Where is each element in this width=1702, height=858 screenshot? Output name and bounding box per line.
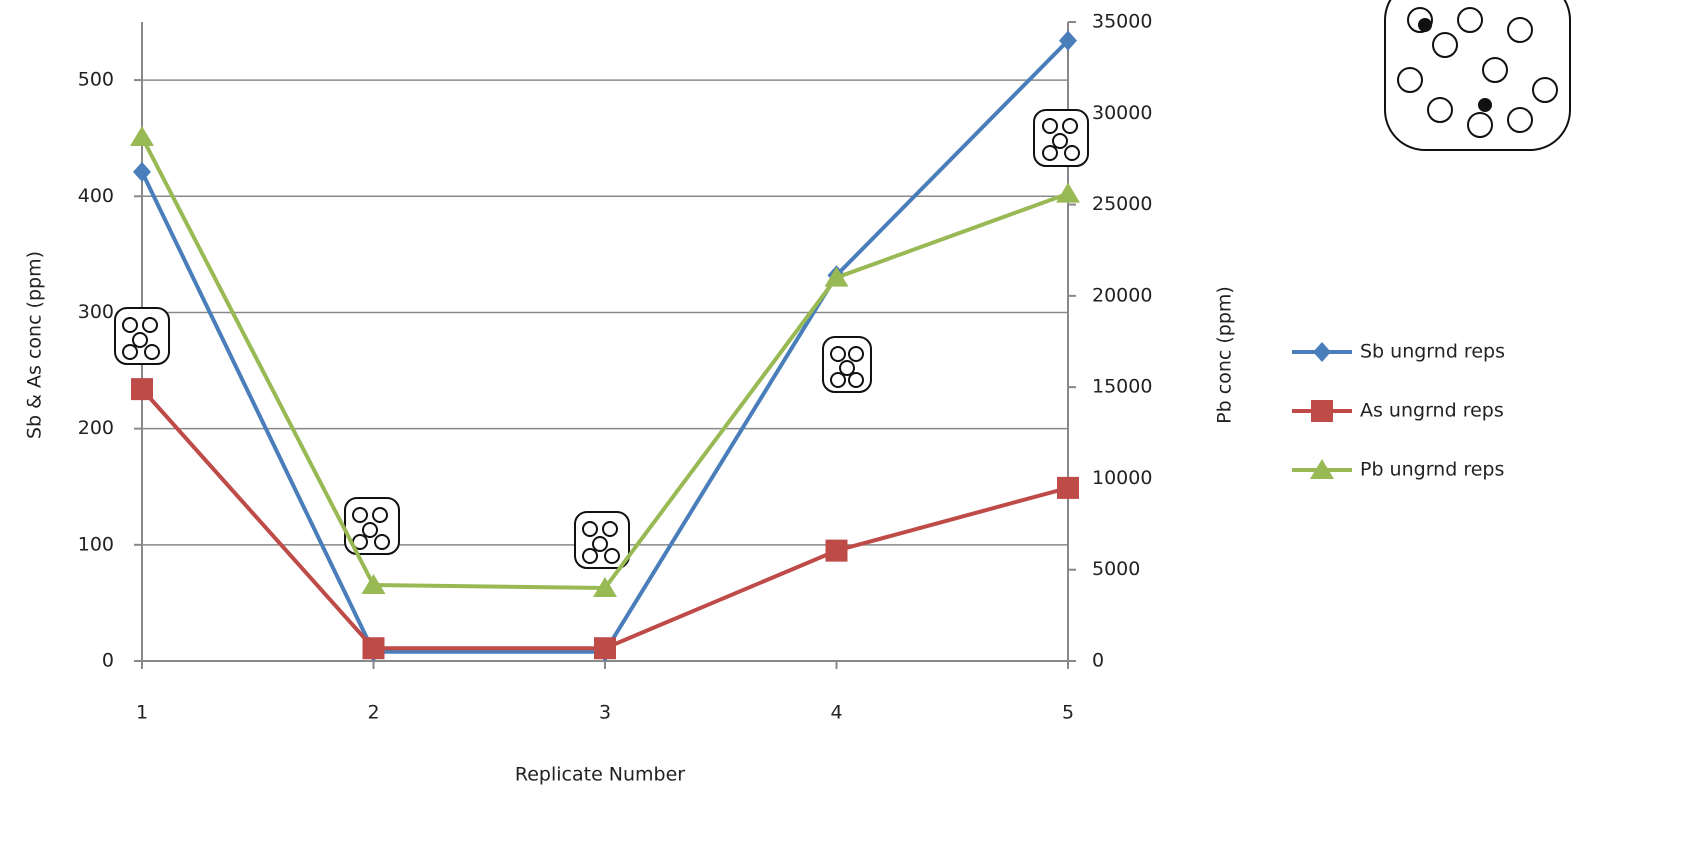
- y-tick-label: 0: [102, 650, 114, 672]
- legend-label: Pb ungrnd reps: [1360, 459, 1504, 481]
- sample-icon: [574, 511, 630, 569]
- y-tick-label: 500: [78, 69, 114, 91]
- y2-tick-label: 5000: [1092, 558, 1140, 580]
- y2-tick-label: 15000: [1092, 376, 1152, 398]
- y-tick-label: 400: [78, 185, 114, 207]
- point: [1059, 30, 1077, 51]
- y-axis-title: Sb & As conc (ppm): [24, 251, 46, 439]
- sample-icon: [344, 497, 400, 555]
- y2-tick-label: 10000: [1092, 467, 1152, 489]
- series: Pb ungrnd reps: [130, 126, 1504, 597]
- point: [824, 266, 849, 287]
- y2-tick-label: 20000: [1092, 284, 1152, 306]
- point: [361, 574, 386, 595]
- x-tick-label: 2: [367, 702, 379, 724]
- y2-tick-label: 35000: [1092, 11, 1152, 33]
- x-tick-label: 5: [1062, 702, 1074, 724]
- legend-marker: [1311, 400, 1333, 422]
- point: [594, 637, 616, 660]
- sample-icon: [1384, 0, 1571, 151]
- point: [1057, 476, 1079, 499]
- legend-label: Sb ungrnd reps: [1360, 341, 1505, 363]
- legend-marker: [1310, 459, 1334, 479]
- point: [362, 637, 385, 660]
- y2-tick-label: 0: [1092, 650, 1104, 672]
- point: [130, 126, 154, 147]
- x-tick-label: 4: [830, 702, 842, 724]
- point: [133, 161, 151, 182]
- sample-icon: [1033, 109, 1089, 167]
- series: Sb ungrnd reps: [133, 30, 1505, 662]
- point: [131, 378, 153, 401]
- y2-tick-label: 25000: [1092, 193, 1152, 215]
- point: [1056, 182, 1080, 203]
- x-axis-title: Replicate Number: [515, 764, 685, 786]
- y2-tick-label: 30000: [1092, 102, 1152, 124]
- point: [593, 576, 617, 597]
- y-tick-label: 300: [78, 301, 114, 323]
- plot: 0100200300400500050001000015000200002500…: [78, 11, 1153, 724]
- legend-label: As ungrnd reps: [1360, 400, 1504, 422]
- legend-marker: [1313, 342, 1331, 362]
- x-tick-label: 3: [599, 702, 611, 724]
- y2-axis-title: Pb conc (ppm): [1214, 286, 1236, 424]
- sample-icon: [114, 307, 170, 365]
- y-tick-label: 100: [78, 533, 114, 555]
- x-tick-label: 1: [136, 702, 148, 724]
- sample-icon: [822, 336, 872, 393]
- series: As ungrnd reps: [131, 378, 1504, 660]
- point: [825, 539, 848, 562]
- y-tick-label: 200: [78, 417, 114, 439]
